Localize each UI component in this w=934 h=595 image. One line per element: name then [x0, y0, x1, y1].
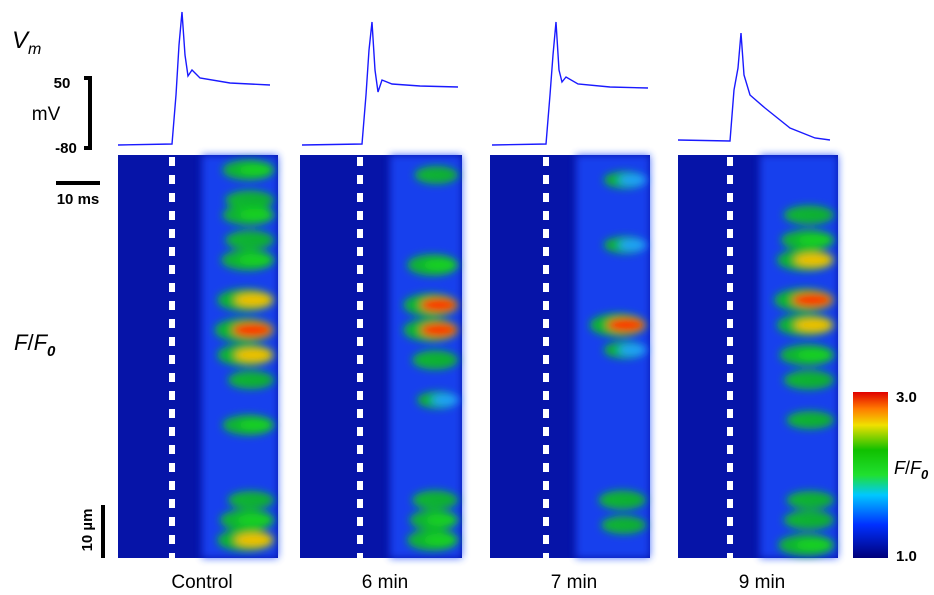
trace [117, 11, 271, 146]
hotspot-core [420, 323, 457, 337]
hotspots [589, 171, 647, 534]
space-label: 10 µm [79, 509, 96, 552]
trace [677, 32, 831, 142]
hotspot-core [800, 374, 834, 386]
hotspot-core [234, 533, 273, 547]
hotspot-core [616, 519, 647, 531]
hotspot-core [802, 414, 835, 426]
hotspot-core [618, 174, 647, 186]
hotspot-core [420, 298, 457, 312]
panel-label: 6 min [362, 572, 408, 590]
voltage-top: 50 [54, 75, 71, 92]
voltage-unit: mV [32, 104, 61, 125]
hotspot-core [239, 418, 274, 432]
linescan [678, 155, 838, 558]
panel-label: Control [171, 572, 232, 590]
colorbar [853, 392, 888, 558]
hotspot-core [427, 354, 459, 366]
hotspot-core [795, 538, 833, 552]
linescan [490, 155, 650, 558]
hotspot-core [797, 233, 834, 247]
hotspot-core [618, 239, 647, 251]
hotspot-core [618, 344, 647, 356]
hotspot-core [792, 293, 833, 307]
hotspot-core [243, 494, 275, 506]
panel-label: 7 min [551, 572, 597, 590]
panels: Control 6 min 7 min 9 min [118, 155, 838, 593]
hotspot-core [236, 513, 273, 527]
hotspot-core [429, 169, 459, 181]
vm-label: Vm [12, 27, 41, 58]
hotspot-core [241, 234, 274, 246]
linescan [300, 155, 462, 558]
linescan [118, 155, 278, 558]
hotspot-core [423, 533, 458, 547]
hotspot-core [794, 253, 833, 267]
hotspot-core [614, 494, 647, 506]
time-label: 10 ms [57, 191, 100, 208]
trace [301, 21, 459, 146]
traces [117, 11, 831, 146]
hotspot-core [794, 318, 833, 332]
panel-label: 9 min [739, 572, 785, 590]
hotspot-core [234, 293, 273, 307]
hotspots [403, 166, 460, 551]
colorbar-label: F/F0 [894, 458, 929, 482]
hotspots [774, 205, 835, 556]
scale-bars [56, 76, 105, 558]
hotspot-core [800, 209, 834, 221]
ratio-label: F/F0 [14, 330, 56, 360]
hotspot-core [802, 494, 835, 506]
hotspot-core [239, 208, 274, 222]
hotspots [214, 159, 275, 552]
hotspot-core [425, 513, 458, 527]
hotspot-core [800, 514, 834, 526]
hotspot-core [238, 253, 274, 267]
hotspot-core [423, 258, 458, 272]
hotspot-core [239, 163, 274, 177]
colorbar-min: 1.0 [896, 548, 917, 565]
hotspot-core [234, 348, 273, 362]
hotspot-core [232, 323, 273, 337]
hotspot-core [796, 348, 833, 362]
voltage-bottom: -80 [55, 140, 77, 157]
hotspot-core [427, 494, 459, 506]
trace [491, 21, 649, 146]
hotspot-core [243, 374, 275, 386]
hotspot-core [431, 394, 460, 406]
colorbar-max: 3.0 [896, 389, 917, 406]
hotspot-core [607, 318, 645, 332]
hotspot-core [241, 194, 274, 206]
